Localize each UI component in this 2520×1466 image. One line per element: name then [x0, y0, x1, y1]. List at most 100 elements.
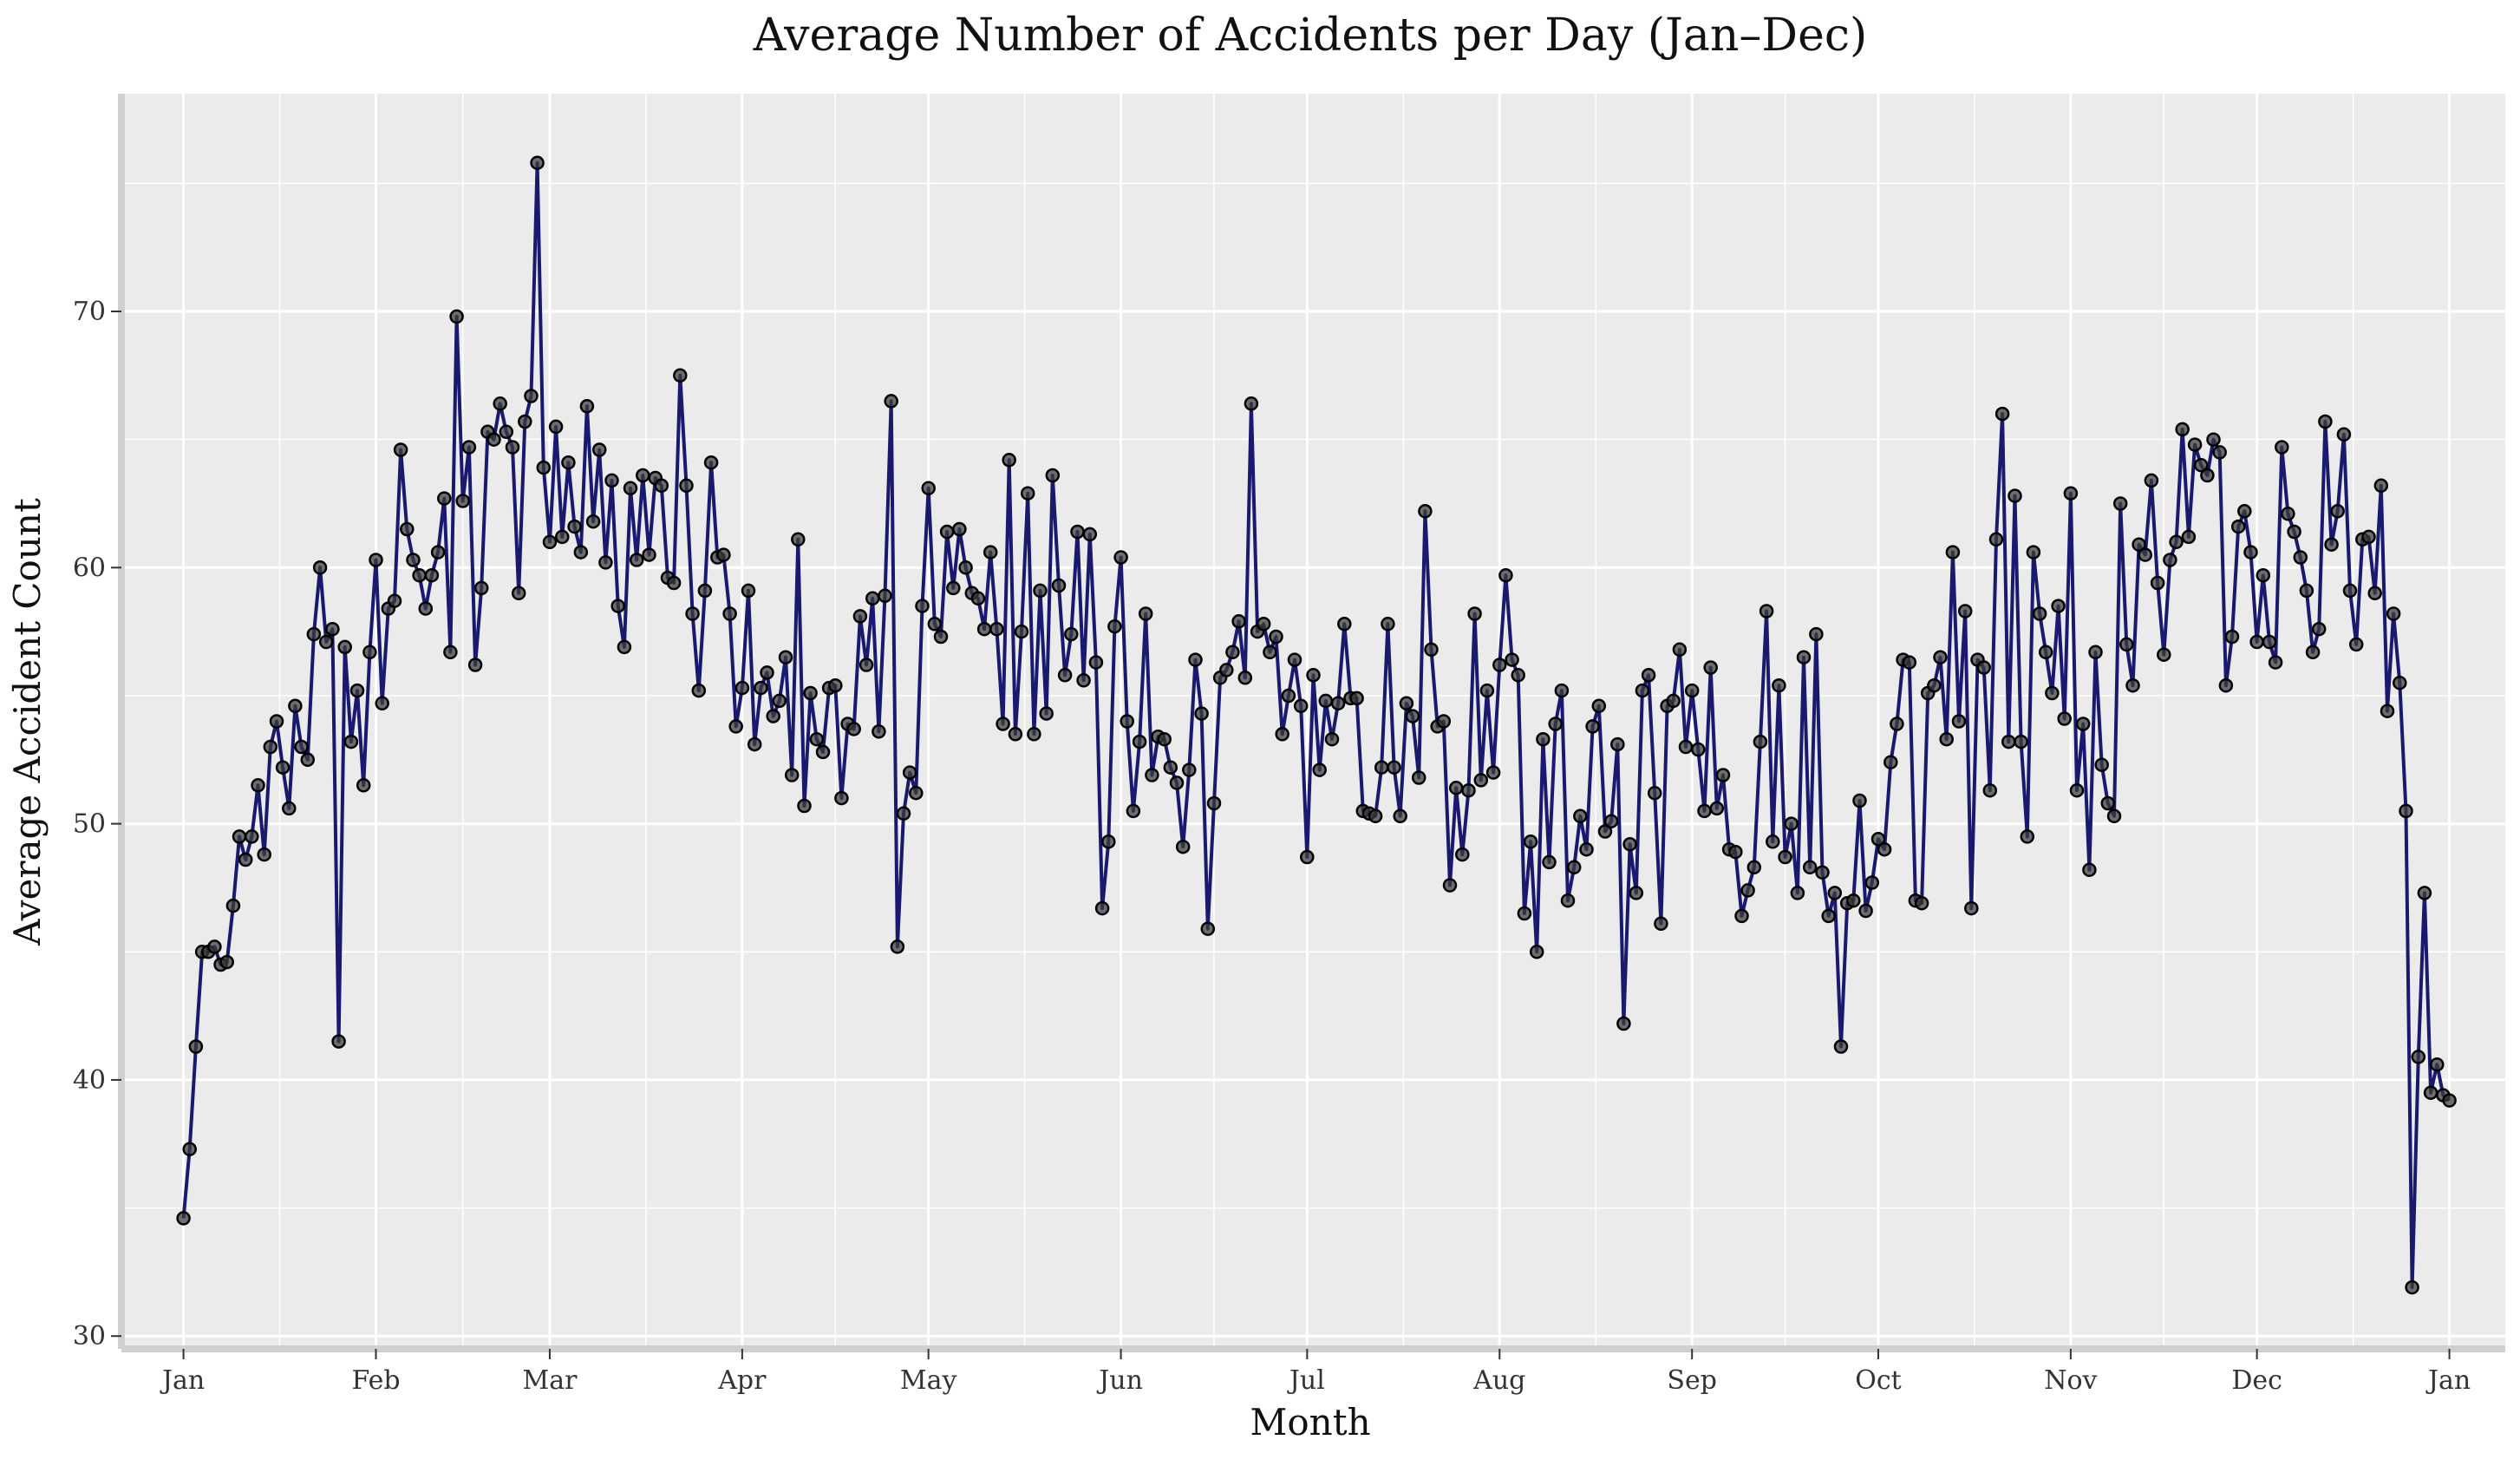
data-point [555, 529, 570, 545]
data-point [1381, 617, 1395, 632]
data-point [1132, 734, 1147, 749]
data-point [1951, 714, 1967, 729]
data-point [1485, 765, 1501, 780]
data-point [2112, 496, 2128, 511]
data-point [1939, 731, 1954, 747]
data-point [400, 521, 415, 537]
data-point [1448, 781, 1464, 795]
data-point [2144, 473, 2159, 488]
data-point [2125, 677, 2140, 693]
data-point [1505, 652, 1519, 667]
data-point [1269, 629, 1283, 645]
data-point [784, 768, 800, 782]
data-point [2063, 486, 2079, 501]
data-point [207, 939, 222, 954]
data-point [1870, 832, 1886, 847]
data-point [1194, 706, 1209, 721]
data-point [524, 389, 539, 403]
data-point [1082, 527, 1098, 542]
data-point [2342, 583, 2358, 599]
data-point [1517, 906, 1532, 921]
data-point [1573, 808, 1588, 824]
data-point [1560, 893, 1576, 908]
data-point [2330, 504, 2345, 519]
data-point [1715, 768, 1731, 782]
data-point [1237, 671, 1253, 685]
data-point [2324, 537, 2339, 552]
data-point [989, 621, 1004, 637]
data-point [505, 440, 520, 455]
data-point [754, 680, 768, 696]
y-tick-label: 70 [73, 297, 106, 327]
data-point [747, 736, 762, 752]
data-point [1200, 921, 1216, 936]
data-point [232, 829, 247, 844]
x-tick-label: Aug [1472, 1365, 1525, 1396]
x-tick-label: Jul [1287, 1365, 1325, 1396]
data-point [654, 478, 669, 494]
data-point [2393, 675, 2407, 690]
data-point [406, 553, 421, 567]
data-point [1548, 717, 1563, 731]
y-axis-title: Average Accident Count [6, 498, 49, 946]
data-point [1287, 652, 1302, 667]
data-point [542, 534, 558, 550]
data-point [809, 731, 825, 747]
data-point [1312, 762, 1327, 777]
data-point [1523, 834, 1538, 849]
data-point [245, 829, 259, 844]
data-point [1027, 727, 1041, 742]
data-point [772, 693, 787, 709]
data-point [1858, 903, 1873, 919]
data-point [1113, 550, 1128, 565]
data-point [1709, 801, 1725, 816]
data-point [1442, 878, 1458, 893]
data-point [1610, 736, 1625, 752]
data-point [2230, 519, 2246, 534]
data-point [1455, 847, 1470, 862]
x-tick-label: May [900, 1365, 957, 1396]
data-point [1759, 604, 1774, 618]
data-point [636, 468, 650, 483]
data-point [1163, 760, 1178, 775]
data-point [902, 765, 917, 780]
data-point [2001, 734, 2016, 749]
data-point [263, 739, 278, 755]
data-point [2057, 711, 2072, 726]
data-point [1772, 677, 1786, 693]
data-point [2206, 432, 2221, 447]
data-point [2075, 717, 2091, 731]
data-point [921, 481, 936, 496]
data-point [1603, 814, 1619, 828]
data-point [1051, 578, 1067, 593]
data-point [2275, 440, 2289, 455]
data-point [1126, 803, 1141, 819]
data-point [610, 599, 625, 613]
data-point [1002, 453, 1016, 468]
data-point [1101, 834, 1116, 849]
data-point [976, 621, 992, 637]
data-point [2163, 553, 2177, 567]
data-point [2268, 655, 2283, 670]
data-point [325, 621, 340, 637]
data-point [728, 719, 743, 734]
data-point [2038, 645, 2053, 660]
x-axis-title: Month [1250, 1401, 1370, 1443]
data-point [890, 939, 905, 954]
data-point [1579, 841, 1594, 857]
data-point [1809, 626, 1824, 642]
data-point [1306, 668, 1321, 683]
data-point [455, 494, 470, 508]
data-point [2082, 862, 2097, 878]
data-point [1691, 742, 1706, 757]
data-point [591, 442, 607, 457]
chart-title: Average Number of Accidents per Day (Jan… [753, 10, 1868, 62]
data-point [2138, 547, 2153, 562]
data-point [1864, 875, 1880, 890]
data-point [1368, 808, 1383, 824]
data-point [1585, 719, 1600, 734]
data-point [996, 717, 1010, 731]
data-point [642, 547, 656, 562]
data-point [1914, 895, 1929, 911]
data-point [1393, 808, 1407, 824]
